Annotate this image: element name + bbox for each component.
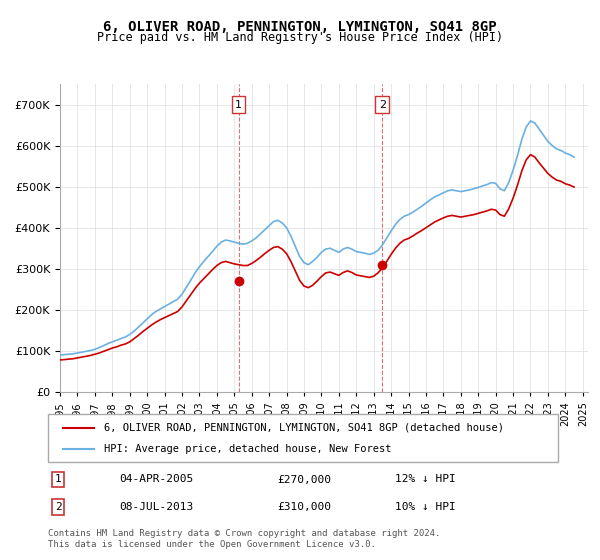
- Text: 1: 1: [235, 100, 242, 110]
- FancyBboxPatch shape: [48, 414, 558, 462]
- Text: 6, OLIVER ROAD, PENNINGTON, LYMINGTON, SO41 8GP (detached house): 6, OLIVER ROAD, PENNINGTON, LYMINGTON, S…: [104, 423, 504, 433]
- Text: 1: 1: [55, 474, 62, 484]
- Text: 04-APR-2005: 04-APR-2005: [119, 474, 194, 484]
- Text: Contains HM Land Registry data © Crown copyright and database right 2024.
This d: Contains HM Land Registry data © Crown c…: [48, 529, 440, 549]
- Text: £310,000: £310,000: [277, 502, 331, 512]
- Text: £270,000: £270,000: [277, 474, 331, 484]
- Text: 2: 2: [379, 100, 386, 110]
- Text: Price paid vs. HM Land Registry's House Price Index (HPI): Price paid vs. HM Land Registry's House …: [97, 31, 503, 44]
- Text: 08-JUL-2013: 08-JUL-2013: [119, 502, 194, 512]
- Text: 2: 2: [55, 502, 62, 512]
- Text: 10% ↓ HPI: 10% ↓ HPI: [395, 502, 455, 512]
- Text: 6, OLIVER ROAD, PENNINGTON, LYMINGTON, SO41 8GP: 6, OLIVER ROAD, PENNINGTON, LYMINGTON, S…: [103, 20, 497, 34]
- Text: 12% ↓ HPI: 12% ↓ HPI: [395, 474, 455, 484]
- Text: HPI: Average price, detached house, New Forest: HPI: Average price, detached house, New …: [104, 444, 392, 454]
